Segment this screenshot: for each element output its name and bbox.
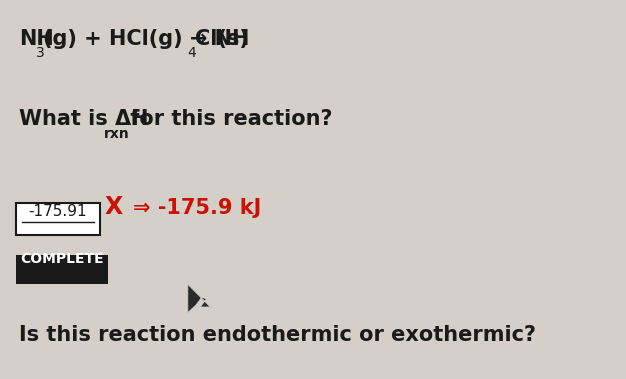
Text: -175.91: -175.91	[29, 204, 87, 219]
Text: (g) + HCl(g) → NH: (g) + HCl(g) → NH	[43, 30, 250, 50]
Text: for this reaction?: for this reaction?	[123, 109, 333, 129]
Text: COMPLETE: COMPLETE	[20, 252, 104, 266]
Text: rxn: rxn	[104, 127, 130, 141]
FancyBboxPatch shape	[16, 255, 108, 284]
Polygon shape	[188, 284, 210, 313]
Text: X: X	[105, 195, 123, 219]
Text: What is ΔH: What is ΔH	[19, 109, 148, 129]
FancyBboxPatch shape	[16, 203, 100, 235]
Text: NH: NH	[19, 30, 54, 50]
Text: Cl(s): Cl(s)	[195, 30, 249, 50]
Text: Is this reaction endothermic or exothermic?: Is this reaction endothermic or exotherm…	[19, 325, 536, 345]
Text: ⇒ -175.9 kJ: ⇒ -175.9 kJ	[133, 198, 261, 218]
Text: 4: 4	[188, 46, 197, 60]
Text: 3: 3	[36, 46, 44, 60]
